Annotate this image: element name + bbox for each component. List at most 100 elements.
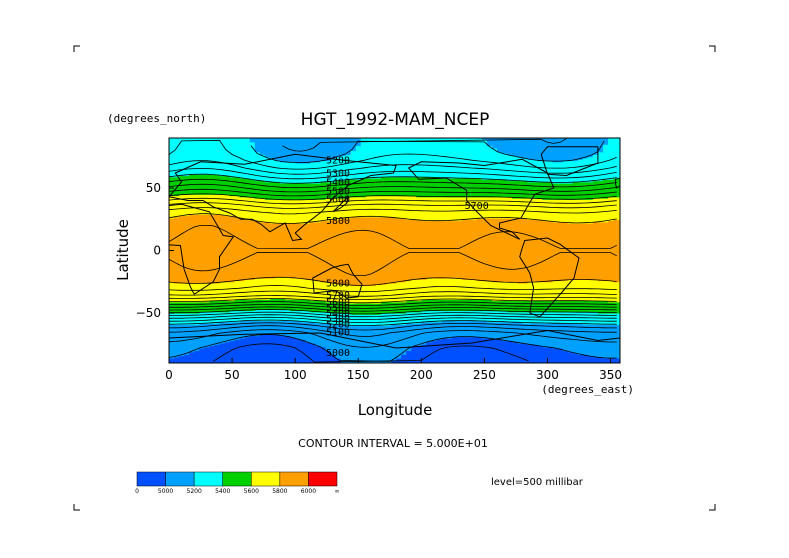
colorbar-tick-label: 5800: [272, 488, 287, 495]
contour-band-cell: [169, 278, 256, 280]
contour-band-cell: [567, 350, 620, 353]
contour-band-cell: [169, 155, 266, 158]
contour-band-cell: [209, 345, 321, 348]
colorbar-tick-label: 5200: [187, 488, 202, 495]
crop-mark-bottom-left: [73, 504, 80, 511]
contour-band-cell: [169, 234, 620, 237]
contour-band-cell: [169, 241, 620, 244]
contour-band-cell: [401, 356, 604, 359]
contour-band-cell: [350, 150, 498, 153]
contour-band-cell: [194, 350, 332, 353]
contour-band-cell: [169, 291, 620, 294]
contour-band-cell: [491, 299, 620, 302]
contour-band-cell: [325, 198, 544, 200]
africa-outline: [169, 203, 235, 296]
contour-band-cell: [169, 195, 241, 198]
contour-band-cell: [340, 155, 518, 158]
contour-band-cell: [169, 159, 276, 162]
contour-band-cell: [169, 173, 620, 175]
contour-band-cell: [169, 319, 620, 322]
contour-band-cell: [169, 268, 620, 270]
contour-band-cell: [486, 143, 609, 145]
north-america-outline: [407, 158, 555, 240]
contour-line: [169, 207, 617, 215]
contour-band-cell: [345, 179, 508, 182]
contour-band-cell: [602, 150, 620, 153]
contour-line: [169, 183, 617, 193]
contour-band-cell: [169, 299, 236, 302]
colorbar-tick-label: 0: [135, 488, 139, 495]
contour-line: [169, 252, 617, 276]
contour-band-cell: [169, 356, 175, 359]
x-units-label: (degrees_east): [541, 383, 634, 396]
contour-band-cell: [169, 161, 296, 164]
contour-band-cell: [587, 354, 620, 357]
contour-band-cell: [254, 219, 332, 222]
contour-band-cell: [169, 200, 620, 203]
contour-band-cell: [169, 336, 246, 339]
contour-band-cell: [189, 353, 332, 355]
contour-band-cell: [254, 309, 291, 312]
contour-band-cell: [527, 343, 620, 345]
contour-band-cell: [320, 345, 417, 348]
contour-band-cell: [169, 288, 620, 290]
contour-band-cell: [169, 256, 620, 259]
contour-interval-text: CONTOUR INTERVAL = 5.000E+01: [298, 437, 488, 450]
contour-band-cell: [592, 221, 620, 224]
contour-band-cell: [280, 160, 321, 163]
contour-band-cell: [486, 320, 620, 323]
contour-band-cell: [360, 138, 483, 140]
contour-band-cell: [169, 279, 246, 282]
contour-band-cell: [426, 278, 463, 280]
contour-band-cell: [249, 138, 362, 140]
contour-band-cell: [517, 155, 594, 158]
x-tick-label: 100: [284, 368, 307, 382]
contour-band-cell: [355, 145, 493, 148]
contour-band-cell: [401, 354, 589, 357]
contour-band-cell: [169, 163, 620, 165]
contour-band-cell: [320, 160, 554, 163]
contour-line: [169, 139, 617, 170]
contour-band-cell: [169, 344, 216, 347]
contour-label: 5100: [326, 327, 350, 338]
contour-band-cell: [335, 180, 528, 183]
contour-label: 5700: [465, 201, 489, 212]
contour-band-cell: [169, 316, 620, 319]
contour-band-cell: [315, 279, 412, 282]
contour-band-cell: [169, 298, 271, 300]
contour-band-cell: [169, 151, 261, 154]
coastline-outlines: [169, 146, 620, 349]
contour-band-cell: [259, 153, 352, 155]
contour-band-cell: [350, 151, 503, 154]
x-axis-label: Longitude: [358, 401, 433, 419]
contour-line: [250, 140, 605, 163]
contour-line: [169, 325, 617, 337]
contour-band-cell: [169, 275, 620, 278]
contour-band-cell: [169, 304, 620, 307]
contour-band-cell: [239, 320, 301, 323]
contour-band-cell: [365, 195, 417, 198]
crop-mark-top-left: [73, 45, 80, 52]
contour-band-cell: [169, 210, 620, 213]
contour-band-cell: [219, 174, 620, 177]
contour-line: [169, 285, 617, 293]
contour-band-cell: [169, 226, 620, 229]
contour-band-cell: [169, 209, 620, 212]
contour-band-cell: [421, 219, 463, 222]
contour-band-cell: [259, 334, 281, 337]
contour-band-cell: [396, 358, 620, 360]
contour-band-cell: [244, 218, 342, 220]
contour-band-cell: [169, 143, 256, 145]
contour-band-cell: [421, 321, 523, 324]
contour-band-cell: [461, 219, 544, 222]
contour-band-cell: [169, 235, 620, 238]
contour-band-cell: [254, 143, 362, 145]
australia-outline: [312, 263, 363, 299]
contour-band-cell: [174, 216, 241, 219]
contour-band-cell: [406, 351, 574, 354]
contour-band-cell: [608, 139, 620, 142]
contour-band-cell: [189, 351, 332, 354]
colorbar-swatch: [279, 471, 309, 487]
contour-band-cell: [486, 144, 604, 147]
contour-band-cell: [497, 338, 620, 340]
